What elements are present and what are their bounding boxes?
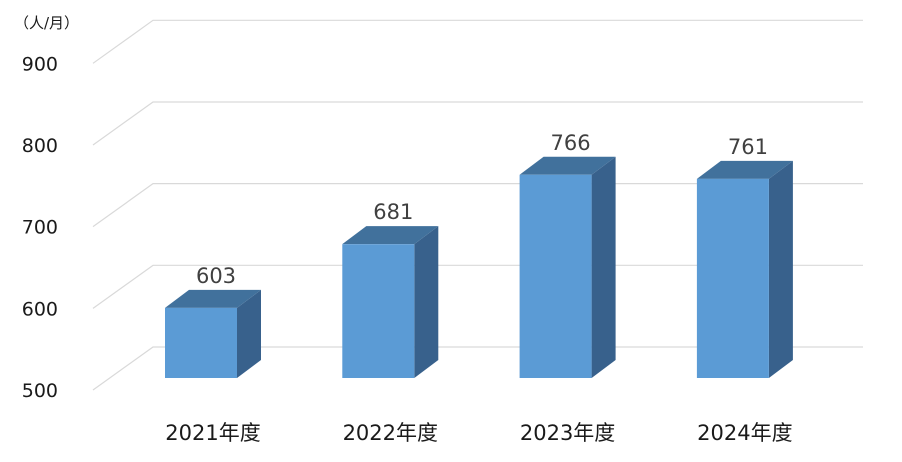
bar-side <box>237 289 261 378</box>
bar-side <box>768 160 793 378</box>
bar-top <box>519 156 616 175</box>
gridline <box>92 101 863 146</box>
x-axis-categories: 2021年度 2022年度 2023年度 2024年度 <box>165 421 792 445</box>
bar-top <box>165 289 261 308</box>
bar-side <box>414 226 439 378</box>
gridline <box>92 183 863 228</box>
gridline <box>92 19 863 64</box>
gridline <box>92 264 863 309</box>
x-category-label: 2022年度 <box>343 421 438 445</box>
bars: 603 681 766 761 <box>165 131 793 378</box>
bar-top <box>342 226 439 245</box>
x-category-label: 2024年度 <box>697 421 792 445</box>
bar <box>696 160 793 378</box>
bar-front <box>519 174 592 378</box>
bar-side <box>591 156 616 378</box>
y-axis-ticks: 500 600 700 800 900 <box>22 53 58 402</box>
y-tick-label: 700 <box>22 217 58 239</box>
bar-front <box>165 307 237 378</box>
y-tick-label: 900 <box>22 53 58 75</box>
bar-front <box>696 178 769 378</box>
bar-top <box>696 160 793 179</box>
data-label: 761 <box>728 135 768 159</box>
bar <box>165 289 261 378</box>
y-tick-label: 600 <box>22 298 58 320</box>
y-tick-label: 500 <box>22 380 58 402</box>
gridlines <box>92 19 863 391</box>
bar-front <box>342 244 415 378</box>
data-label: 681 <box>373 200 413 224</box>
bar <box>342 226 439 378</box>
data-label: 603 <box>196 264 236 288</box>
x-category-label: 2021年度 <box>165 421 260 445</box>
unit-label: （人/月） <box>14 14 79 32</box>
data-label: 766 <box>551 131 591 155</box>
y-tick-label: 800 <box>22 135 58 157</box>
bar <box>519 156 616 378</box>
x-category-label: 2023年度 <box>520 421 615 445</box>
gridline <box>92 346 863 391</box>
